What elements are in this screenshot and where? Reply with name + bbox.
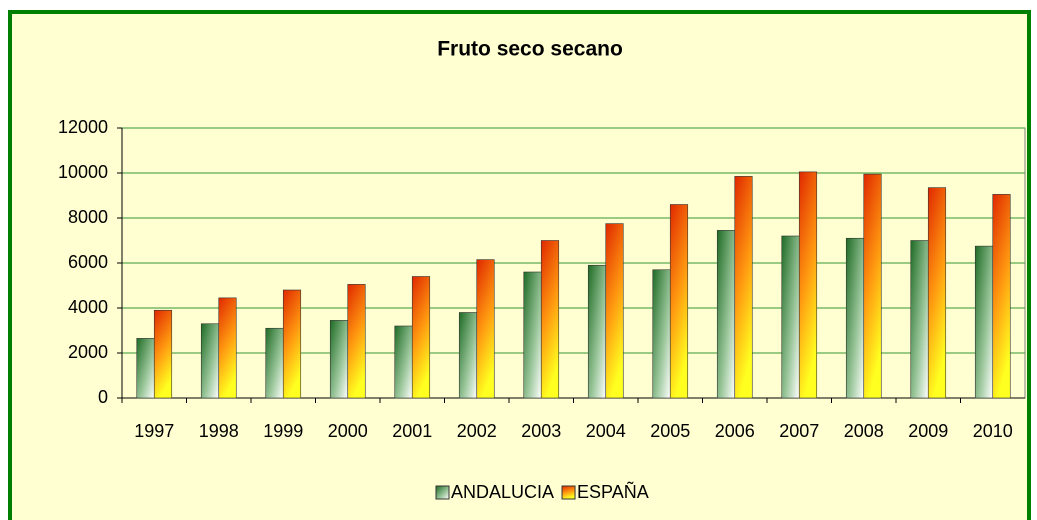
bar xyxy=(974,245,994,399)
y-tick-label: 10000 xyxy=(58,162,108,182)
x-tick-label: 2010 xyxy=(973,421,1013,441)
y-tick-label: 12000 xyxy=(58,117,108,137)
chart-title: Fruto seco secano xyxy=(437,38,623,61)
y-tick-label: 4000 xyxy=(68,297,108,317)
x-tick-label: 2000 xyxy=(328,421,368,441)
legend-label: ANDALUCIA xyxy=(451,482,554,502)
bar xyxy=(863,173,882,399)
bar xyxy=(605,223,624,399)
bar xyxy=(394,325,413,399)
bar xyxy=(200,323,220,399)
bar xyxy=(347,284,366,399)
x-tick-label: 2003 xyxy=(521,421,561,441)
bar xyxy=(411,276,431,399)
bar xyxy=(652,269,671,399)
x-tick-label: 2002 xyxy=(457,421,497,441)
bar xyxy=(540,240,560,399)
x-tick-label: 2001 xyxy=(392,421,432,441)
bar xyxy=(845,237,865,399)
x-tick-label: 2005 xyxy=(650,421,690,441)
bar xyxy=(136,338,155,399)
bar xyxy=(798,171,818,399)
bar xyxy=(476,259,495,399)
legend-label: ESPAÑA xyxy=(577,481,649,502)
bar xyxy=(153,309,173,399)
bar xyxy=(781,235,800,399)
x-tick-label: 2004 xyxy=(586,421,626,441)
x-tick-label: 2008 xyxy=(844,421,884,441)
bar xyxy=(282,289,302,399)
bar xyxy=(734,176,753,399)
bar xyxy=(265,327,284,399)
legend-swatch xyxy=(435,485,450,500)
x-tick-label: 1999 xyxy=(263,421,303,441)
x-tick-label: 2006 xyxy=(715,421,755,441)
bar xyxy=(218,297,237,399)
bar xyxy=(329,320,349,399)
legend-swatch xyxy=(561,485,576,500)
y-tick-label: 8000 xyxy=(68,207,108,227)
bar xyxy=(910,240,929,399)
x-tick-label: 2009 xyxy=(908,421,948,441)
bar xyxy=(458,312,478,399)
bar xyxy=(669,204,689,399)
y-tick-label: 2000 xyxy=(68,342,108,362)
bar xyxy=(992,194,1011,399)
x-tick-label: 2007 xyxy=(779,421,819,441)
y-tick-label: 6000 xyxy=(68,252,108,272)
bar xyxy=(523,271,542,399)
x-tick-label: 1997 xyxy=(134,421,174,441)
x-tick-label: 1998 xyxy=(199,421,239,441)
bar xyxy=(716,230,736,399)
bar xyxy=(587,264,607,399)
bar xyxy=(927,187,947,399)
y-tick-label: 0 xyxy=(98,387,108,407)
